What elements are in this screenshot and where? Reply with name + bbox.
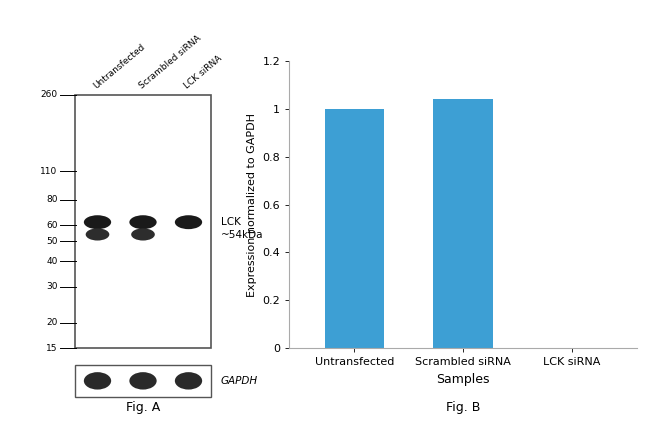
- Text: Fig. A: Fig. A: [126, 400, 160, 414]
- Ellipse shape: [131, 228, 155, 241]
- Y-axis label: Expression normalized to GAPDH: Expression normalized to GAPDH: [247, 113, 257, 297]
- Bar: [434, 100, 493, 348]
- Ellipse shape: [86, 228, 109, 241]
- Text: LCK
~54kDa: LCK ~54kDa: [221, 217, 263, 240]
- Text: 50: 50: [46, 237, 58, 246]
- Text: 260: 260: [40, 90, 58, 100]
- Ellipse shape: [84, 372, 111, 390]
- Text: LCK siRNA: LCK siRNA: [183, 54, 224, 91]
- Ellipse shape: [175, 372, 202, 390]
- Text: 20: 20: [46, 318, 58, 327]
- Text: GAPDH: GAPDH: [221, 376, 258, 386]
- Bar: [324, 109, 384, 348]
- Text: Untransfected: Untransfected: [92, 43, 147, 91]
- Text: 40: 40: [46, 257, 58, 265]
- Ellipse shape: [129, 215, 157, 229]
- Text: 110: 110: [40, 167, 58, 176]
- Text: 30: 30: [46, 282, 58, 291]
- Text: Fig. B: Fig. B: [446, 400, 480, 414]
- Ellipse shape: [84, 215, 111, 229]
- Text: 80: 80: [46, 195, 58, 204]
- Ellipse shape: [129, 372, 157, 390]
- Text: Scrambled siRNA: Scrambled siRNA: [137, 34, 203, 91]
- Ellipse shape: [175, 215, 202, 229]
- Text: 15: 15: [46, 344, 58, 353]
- Text: 60: 60: [46, 221, 58, 230]
- X-axis label: Samples: Samples: [436, 373, 490, 386]
